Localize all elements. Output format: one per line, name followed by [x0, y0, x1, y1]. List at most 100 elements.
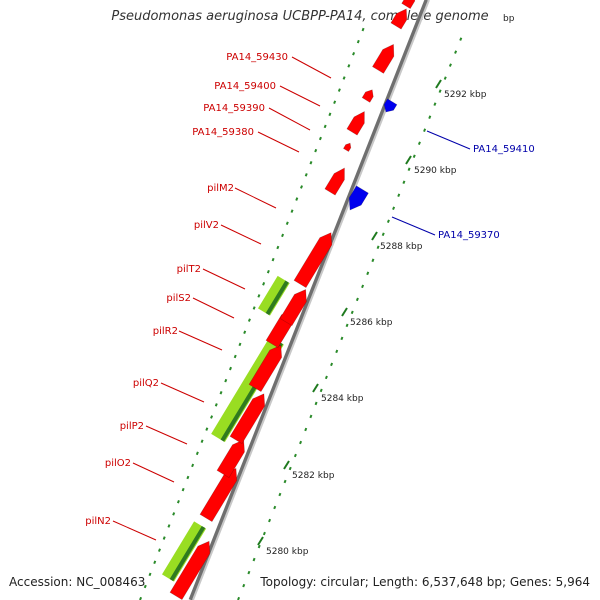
gene-arrow[interactable] — [293, 232, 333, 289]
gene-label-forward[interactable]: PA14_59380 — [192, 127, 300, 153]
gene-arrow[interactable] — [324, 167, 345, 196]
feature-dot — [342, 76, 346, 80]
svg-text:PA14_59400: PA14_59400 — [214, 81, 276, 92]
feature-dot — [143, 584, 147, 589]
gene-arrow[interactable] — [169, 540, 211, 600]
feature-dot — [281, 233, 285, 238]
svg-text:PA14_59380: PA14_59380 — [192, 127, 254, 138]
feature-band — [162, 521, 207, 582]
feature-dot — [352, 52, 356, 56]
gene-label-reverse[interactable]: PA14_59410 — [426, 130, 535, 155]
scale-tick — [283, 460, 290, 470]
svg-text:pilP2: pilP2 — [120, 421, 144, 432]
gene-arrow[interactable] — [348, 185, 369, 211]
feature-dot — [356, 39, 360, 44]
scale-label: 5280 kbp — [266, 547, 309, 557]
gene-labels-layer[interactable]: PA14_59430 PA14_59400 PA14_59390 PA14_59380… — [85, 52, 535, 541]
feature-dot — [295, 197, 299, 201]
gene-arrow[interactable] — [346, 110, 365, 136]
gene-label-forward[interactable]: pilP2 — [120, 421, 188, 445]
scale-dot — [417, 141, 421, 145]
feature-dots-layer — [139, 27, 463, 600]
feature-dot — [191, 463, 195, 468]
feature-dot — [233, 354, 237, 359]
genes-layer[interactable] — [169, 0, 416, 600]
scale-tick — [405, 155, 412, 165]
gene-arrow[interactable] — [361, 89, 374, 103]
feature-dot — [361, 27, 365, 32]
gene-label-forward[interactable]: pilO2 — [105, 458, 175, 483]
feature-dot — [290, 209, 294, 213]
scale-label: 5290 kbp — [414, 166, 457, 176]
scale-dot — [278, 492, 282, 497]
scale-dot — [386, 219, 390, 224]
gene-arrow[interactable] — [199, 467, 238, 523]
feature-dot — [271, 257, 275, 262]
feature-dot — [314, 148, 318, 153]
scale-dot — [304, 427, 308, 432]
feature-dot — [210, 415, 214, 419]
scale-dot — [273, 505, 277, 510]
feature-dot — [181, 487, 185, 492]
gene-label-forward[interactable]: pilS2 — [166, 293, 235, 319]
gene-arrow[interactable] — [390, 8, 408, 30]
scale-dot — [428, 115, 432, 119]
scale-dot — [381, 232, 385, 237]
feature-dot — [252, 306, 256, 310]
scale-dot — [319, 388, 323, 393]
svg-text:pilQ2: pilQ2 — [133, 378, 159, 389]
gene-arrow[interactable] — [343, 142, 352, 152]
svg-text:pilM2: pilM2 — [207, 183, 234, 194]
gene-label-forward[interactable]: PA14_59400 — [214, 81, 321, 107]
gene-label-forward[interactable]: pilT2 — [177, 264, 246, 290]
feature-dot — [224, 378, 228, 383]
scale-dot — [459, 37, 463, 41]
feature-dot — [285, 221, 289, 226]
scale-dot — [314, 401, 318, 406]
scale-tick — [371, 231, 378, 241]
feature-dot — [243, 330, 247, 335]
gene-arrow[interactable] — [372, 43, 395, 74]
scale-dot — [448, 63, 452, 67]
gene-label-forward[interactable]: PA14_59430 — [226, 52, 332, 79]
gene-label-forward[interactable]: pilV2 — [194, 220, 262, 245]
feature-dot — [328, 112, 332, 117]
scale-dot — [443, 76, 447, 80]
feature-dot — [323, 124, 327, 129]
scale-dot — [257, 544, 261, 549]
scale-dot — [407, 167, 411, 171]
scale-label: 5292 kbp — [444, 90, 487, 100]
scale-tick — [312, 383, 319, 393]
scale-dot — [293, 453, 297, 458]
feature-dot — [158, 548, 161, 552]
feature-dot — [266, 269, 270, 274]
scale-dot — [309, 414, 313, 419]
scale-dot — [433, 102, 437, 106]
gene-label-forward[interactable]: pilR2 — [153, 326, 223, 351]
gene-arrow[interactable] — [248, 344, 282, 393]
svg-text:PA14_59410: PA14_59410 — [473, 144, 535, 155]
scale-dot — [397, 193, 401, 198]
svg-text:pilS2: pilS2 — [166, 293, 191, 304]
gene-label-forward[interactable]: pilN2 — [85, 516, 157, 541]
scale-tick — [341, 307, 348, 317]
scale-ticks-layer: 5292 kbp 5290 kbp 5288 kbp 5286 kbp 5284 kbp… — [257, 14, 515, 557]
feature-dot — [167, 524, 171, 528]
scale-dot — [361, 284, 365, 289]
gene-label-forward[interactable]: pilM2 — [207, 183, 277, 209]
scale-dot — [340, 336, 344, 341]
gene-arrow[interactable] — [229, 393, 266, 445]
scale-label: 5288 kbp — [380, 242, 423, 252]
gene-arrow[interactable] — [401, 0, 416, 9]
gene-arrow[interactable] — [279, 289, 307, 327]
gene-label-reverse[interactable]: PA14_59370 — [391, 216, 500, 241]
scale-dot — [283, 479, 287, 484]
gene-arrow[interactable] — [383, 98, 398, 113]
scale-label: 5284 kbp — [321, 394, 364, 404]
gene-label-forward[interactable]: PA14_59390 — [203, 103, 311, 131]
gene-arrow[interactable] — [216, 439, 245, 479]
gene-label-forward[interactable]: pilQ2 — [133, 378, 205, 403]
scale-dot — [324, 375, 328, 380]
feature-dot — [200, 439, 204, 443]
